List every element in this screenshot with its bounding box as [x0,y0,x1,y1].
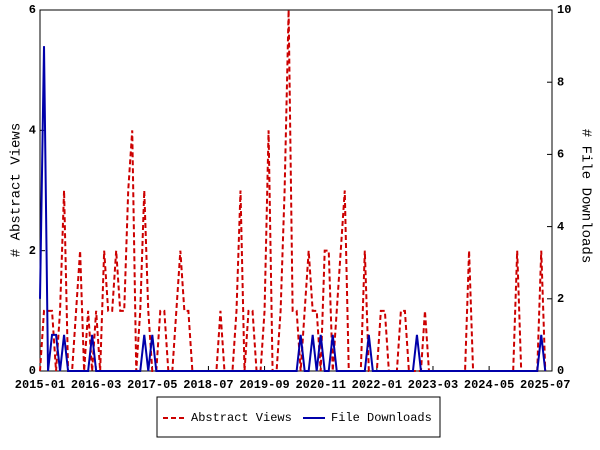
legend-label: Abstract Views [191,411,292,425]
x-tick-label: 2025-07 [520,378,570,392]
x-tick-label: 2015-01 [15,378,65,392]
x-tick-label: 2020-11 [295,378,345,392]
y2-tick-label: 10 [557,3,571,17]
y-tick-label: 6 [29,3,36,17]
x-tick-label: 2024-05 [464,378,514,392]
x-tick-label: 2022-01 [352,378,402,392]
y2-tick-label: 6 [557,148,564,162]
y-axis-label: # Abstract Views [9,123,25,257]
y2-tick-label: 8 [557,75,564,89]
legend [156,396,441,438]
x-tick-label: 2023-03 [408,378,458,392]
x-tick-label: 2016-03 [71,378,121,392]
y2-tick-label: 0 [557,364,564,378]
y2-tick-label: 4 [557,220,564,234]
x-tick-label: 2019-09 [239,378,289,392]
y2-tick-label: 2 [557,292,564,306]
plot-frame [39,9,553,372]
y2-axis-label: # File Downloads [577,129,593,263]
series-line [39,46,547,372]
legend-label: File Downloads [331,411,432,425]
y-tick-label: 0 [29,364,36,378]
x-tick-label: 2018-07 [183,378,233,392]
y-tick-label: 2 [29,244,36,258]
y-tick-label: 4 [29,124,36,138]
x-tick-label: 2017-05 [127,378,177,392]
